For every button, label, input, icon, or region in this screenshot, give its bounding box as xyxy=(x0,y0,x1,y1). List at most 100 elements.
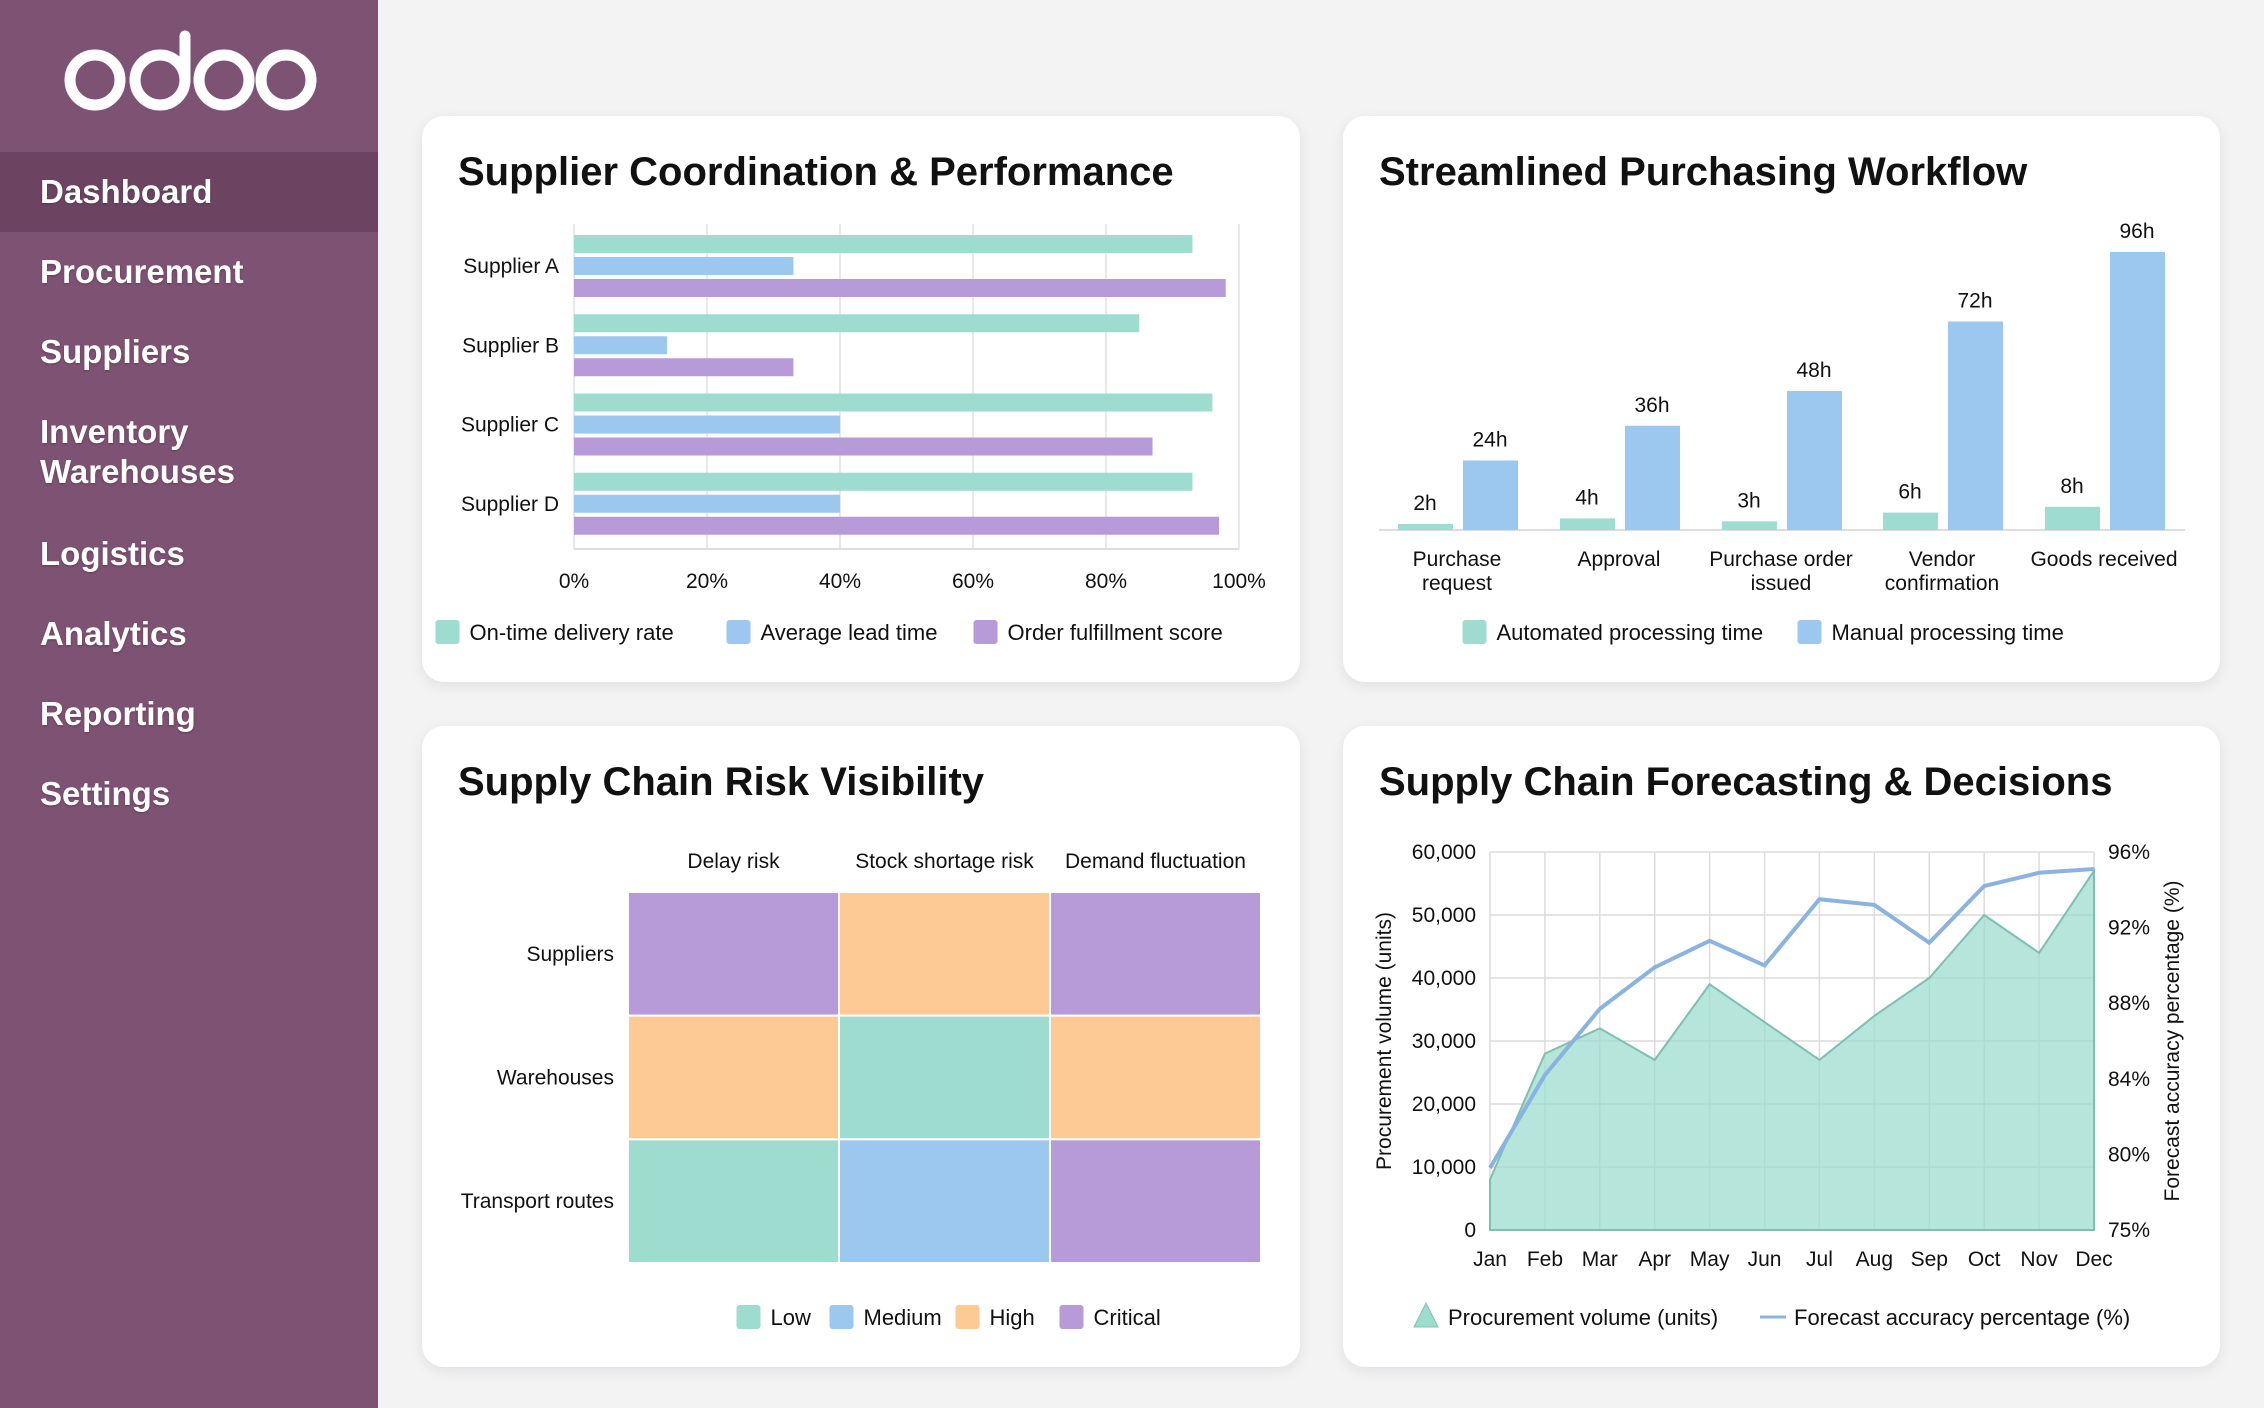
sidebar-item-label: Inventory Warehouses xyxy=(40,413,236,490)
card-title: Streamlined Purchasing Workflow xyxy=(1379,150,2028,194)
bar-value-label: 4h xyxy=(1575,486,1598,509)
sidebar-item-suppliers[interactable]: Suppliers xyxy=(0,332,378,372)
y2-tick-label: 80% xyxy=(2108,1143,2150,1166)
legend-item: Critical xyxy=(1059,1305,1161,1330)
sidebar-item-dashboard[interactable]: Dashboard xyxy=(0,152,378,232)
legend-label: Order fulfillment score xyxy=(1008,620,1223,645)
bar-average-lead-time xyxy=(574,415,840,434)
sidebar: Dashboard Procurement Suppliers Inventory W… xyxy=(0,0,378,1408)
bar-value-label: 3h xyxy=(1737,489,1760,512)
bar-automated xyxy=(2045,506,2100,530)
bar-on-time-delivery-rate xyxy=(574,314,1140,333)
bar-on-time-delivery-rate xyxy=(574,235,1193,253)
sidebar-item-label: Settings xyxy=(40,775,171,812)
heatmap-cell-low xyxy=(838,1014,1051,1141)
forecasting-chart: 0 10,000 20,000 30,000 40,000 50,000 60,000 75%… xyxy=(1373,841,2184,1330)
y2-tick-label: 92% xyxy=(2108,917,2150,940)
column-header: Stock shortage risk xyxy=(855,850,1034,873)
heatmap-cell-medium xyxy=(838,1138,1051,1265)
row-label: Transport routes xyxy=(461,1190,614,1213)
sidebar-item-settings[interactable]: Settings xyxy=(0,774,378,814)
category-label: Goods received xyxy=(2030,548,2177,571)
legend-label: Manual processing time xyxy=(1832,620,2064,645)
supplier-performance-card: Supplier Coordination & Performance 0% 20… xyxy=(422,116,1300,682)
legend-label: Forecast accuracy percentage (%) xyxy=(1794,1305,2130,1330)
bar-order-fulfillment-score xyxy=(574,358,794,377)
sidebar-item-analytics[interactable]: Analytics xyxy=(0,614,378,654)
risk-heatmap: Delay risk Stock shortage risk Demand fluc… xyxy=(461,850,1262,1330)
risk-visibility-card: Supply Chain Risk Visibility Delay risk S… xyxy=(422,726,1300,1367)
supplier-performance-chart: 0% 20% 40% 60% 80% 100% Supplier A Supplier B Su… xyxy=(435,224,1266,645)
odoo-logo xyxy=(64,30,317,111)
card-title: Supply Chain Forecasting & Decisions xyxy=(1379,760,2113,804)
column-header: Delay risk xyxy=(687,850,780,873)
x-tick-label: May xyxy=(1690,1248,1730,1271)
bar-on-time-delivery-rate xyxy=(574,472,1193,491)
x-tick-label: Apr xyxy=(1638,1248,1671,1271)
y2-tick-label: 75% xyxy=(2108,1219,2150,1242)
heatmap-cell-high xyxy=(838,891,1051,1017)
sidebar-item-label: Reporting xyxy=(40,695,196,732)
y-tick-label: 60,000 xyxy=(1412,841,1476,864)
x-tick-label: Dec xyxy=(2075,1248,2112,1271)
line-forecast-accuracy xyxy=(1488,867,2095,1170)
card-title: Supply Chain Risk Visibility xyxy=(458,760,985,804)
y-tick-label: 50,000 xyxy=(1412,904,1476,927)
legend-item: On-time delivery rate xyxy=(435,620,674,645)
legend-swatch xyxy=(1462,620,1487,644)
legend-label: Medium xyxy=(864,1305,942,1330)
category-label: Approval xyxy=(1578,548,1661,571)
bar-average-lead-time xyxy=(574,494,840,513)
area-procurement-volume xyxy=(1489,867,2095,1231)
category-label: Vendor confirmation xyxy=(1885,548,1999,595)
bar-value-label: 8h xyxy=(2060,475,2083,498)
x-tick-label: Mar xyxy=(1582,1248,1618,1271)
purchasing-workflow-card: Streamlined Purchasing Workflow 2h 24h Pur… xyxy=(1343,116,2220,682)
legend-swatch xyxy=(973,620,998,644)
legend-label: On-time delivery rate xyxy=(470,620,674,645)
legend-item: Automated processing time xyxy=(1462,620,1764,645)
legend-item: Order fulfillment score xyxy=(973,620,1223,645)
sidebar-item-label: Analytics xyxy=(40,615,187,652)
purchasing-workflow-chart: 2h 24h Purchase request 4h 36h Approval 3h 48h Pu… xyxy=(1379,220,2185,645)
sidebar-item-reporting[interactable]: Reporting xyxy=(0,694,378,734)
x-tick-label: Feb xyxy=(1527,1248,1563,1271)
category-label: Purchase order issued xyxy=(1709,548,1853,595)
bar-value-label: 6h xyxy=(1898,481,1921,504)
bar-automated xyxy=(1560,518,1615,530)
legend-swatch xyxy=(1059,1305,1084,1329)
y2-axis-label: Forecast accuracy percentage (%) xyxy=(2161,881,2184,1202)
bar-value-label: 48h xyxy=(1796,359,1831,382)
category-label: Supplier C xyxy=(461,414,559,437)
x-tick-label: 40% xyxy=(819,570,861,593)
heatmap-cell-critical xyxy=(627,891,840,1017)
legend-label: Critical xyxy=(1094,1305,1161,1330)
legend-item: Manual processing time xyxy=(1797,620,2064,645)
heatmap-cell-low xyxy=(627,1138,840,1265)
y-tick-label: 40,000 xyxy=(1412,967,1476,990)
legend-label: Low xyxy=(771,1305,811,1330)
legend-item: Low xyxy=(736,1305,811,1330)
category-label: Supplier B xyxy=(462,334,559,357)
heatmap-cell-high xyxy=(1049,1014,1262,1141)
legend-swatch xyxy=(829,1305,854,1329)
bar-order-fulfillment-score xyxy=(574,437,1153,456)
legend-label: Automated processing time xyxy=(1497,620,1764,645)
x-tick-label: 20% xyxy=(686,570,728,593)
legend-swatch xyxy=(955,1305,980,1329)
legend-label: Average lead time xyxy=(761,620,938,645)
category-label: Supplier A xyxy=(463,255,559,278)
heatmap-cell-high xyxy=(627,1014,840,1141)
x-tick-label: Aug xyxy=(1856,1248,1893,1271)
legend-label: Procurement volume (units) xyxy=(1448,1305,1718,1330)
sidebar-item-logistics[interactable]: Logistics xyxy=(0,534,378,574)
legend-item: Average lead time xyxy=(726,620,938,645)
legend-item: Procurement volume (units) xyxy=(1413,1301,1718,1330)
sidebar-item-procurement[interactable]: Procurement xyxy=(0,252,378,292)
legend-triangle-icon xyxy=(1413,1301,1439,1328)
x-tick-label: Jun xyxy=(1748,1248,1782,1271)
legend-label: High xyxy=(990,1305,1035,1330)
legend-swatch xyxy=(1797,620,1822,644)
x-tick-label: Oct xyxy=(1968,1248,2001,1271)
sidebar-item-inventory-warehouses[interactable]: Inventory Warehouses xyxy=(0,412,378,492)
